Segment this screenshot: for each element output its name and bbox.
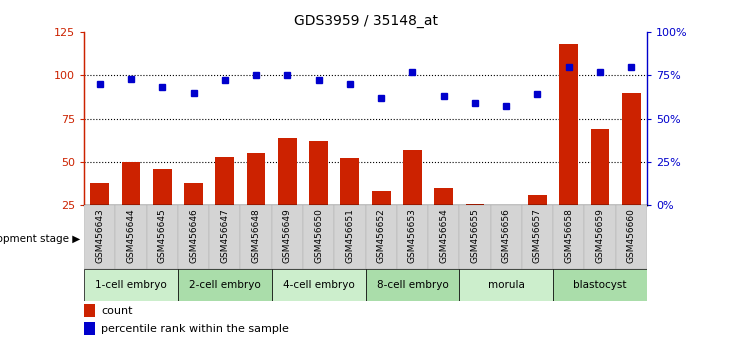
Bar [272,205,303,269]
Bar [341,159,359,249]
Bar [403,150,422,249]
Bar [147,205,178,269]
Bar [591,129,610,249]
Bar [121,162,140,249]
Text: development stage ▶: development stage ▶ [0,234,80,244]
Text: percentile rank within the sample: percentile rank within the sample [101,324,289,333]
Text: 2-cell embryo: 2-cell embryo [189,280,261,290]
Text: GSM456652: GSM456652 [376,209,386,263]
Bar [553,205,584,269]
Bar [616,205,647,269]
Text: GSM456655: GSM456655 [471,209,480,263]
Text: GSM456659: GSM456659 [596,209,605,263]
Text: GSM456654: GSM456654 [439,209,448,263]
Text: GSM456658: GSM456658 [564,209,573,263]
Text: GSM456647: GSM456647 [220,209,230,263]
Bar [178,269,272,301]
Bar [216,157,234,249]
Text: GSM456645: GSM456645 [158,209,167,263]
Bar [153,169,172,249]
Bar [459,205,491,269]
Text: 4-cell embryo: 4-cell embryo [283,280,355,290]
Bar [553,269,647,301]
Text: morula: morula [488,280,525,290]
Text: GSM456649: GSM456649 [283,209,292,263]
Bar [366,269,459,301]
Text: GSM456660: GSM456660 [626,209,636,263]
Bar [522,205,553,269]
Text: GSM456657: GSM456657 [533,209,542,263]
Bar [559,44,578,249]
Bar [309,141,328,249]
Text: GSM456648: GSM456648 [251,209,260,263]
Bar [491,205,522,269]
Bar [622,92,640,249]
Bar [466,204,485,249]
Bar [303,205,334,269]
Bar [334,205,366,269]
Text: GSM456646: GSM456646 [189,209,198,263]
Bar [397,205,428,269]
Bar [115,205,147,269]
Bar [84,205,115,269]
Bar [84,322,95,335]
Text: 8-cell embryo: 8-cell embryo [376,280,448,290]
Bar [91,183,109,249]
Bar [278,138,297,249]
Bar [459,269,553,301]
Bar [84,304,95,317]
Text: 1-cell embryo: 1-cell embryo [95,280,167,290]
Bar [366,205,397,269]
Bar [84,269,178,301]
Bar [372,192,390,249]
Bar [240,205,272,269]
Bar [434,188,453,249]
Bar [584,205,616,269]
Text: count: count [101,306,132,316]
Bar [428,205,459,269]
Text: GSM456643: GSM456643 [95,209,105,263]
Text: GSM456651: GSM456651 [345,209,355,263]
Text: GSM456653: GSM456653 [408,209,417,263]
Text: blastocyst: blastocyst [573,280,626,290]
Bar [497,207,515,249]
Bar [209,205,240,269]
Bar [272,269,366,301]
Text: GSM456650: GSM456650 [314,209,323,263]
Bar [528,195,547,249]
Bar [246,153,265,249]
Text: GSM456644: GSM456644 [126,209,135,263]
Bar [184,183,203,249]
Bar [178,205,209,269]
Title: GDS3959 / 35148_at: GDS3959 / 35148_at [294,14,437,28]
Text: GSM456656: GSM456656 [501,209,511,263]
